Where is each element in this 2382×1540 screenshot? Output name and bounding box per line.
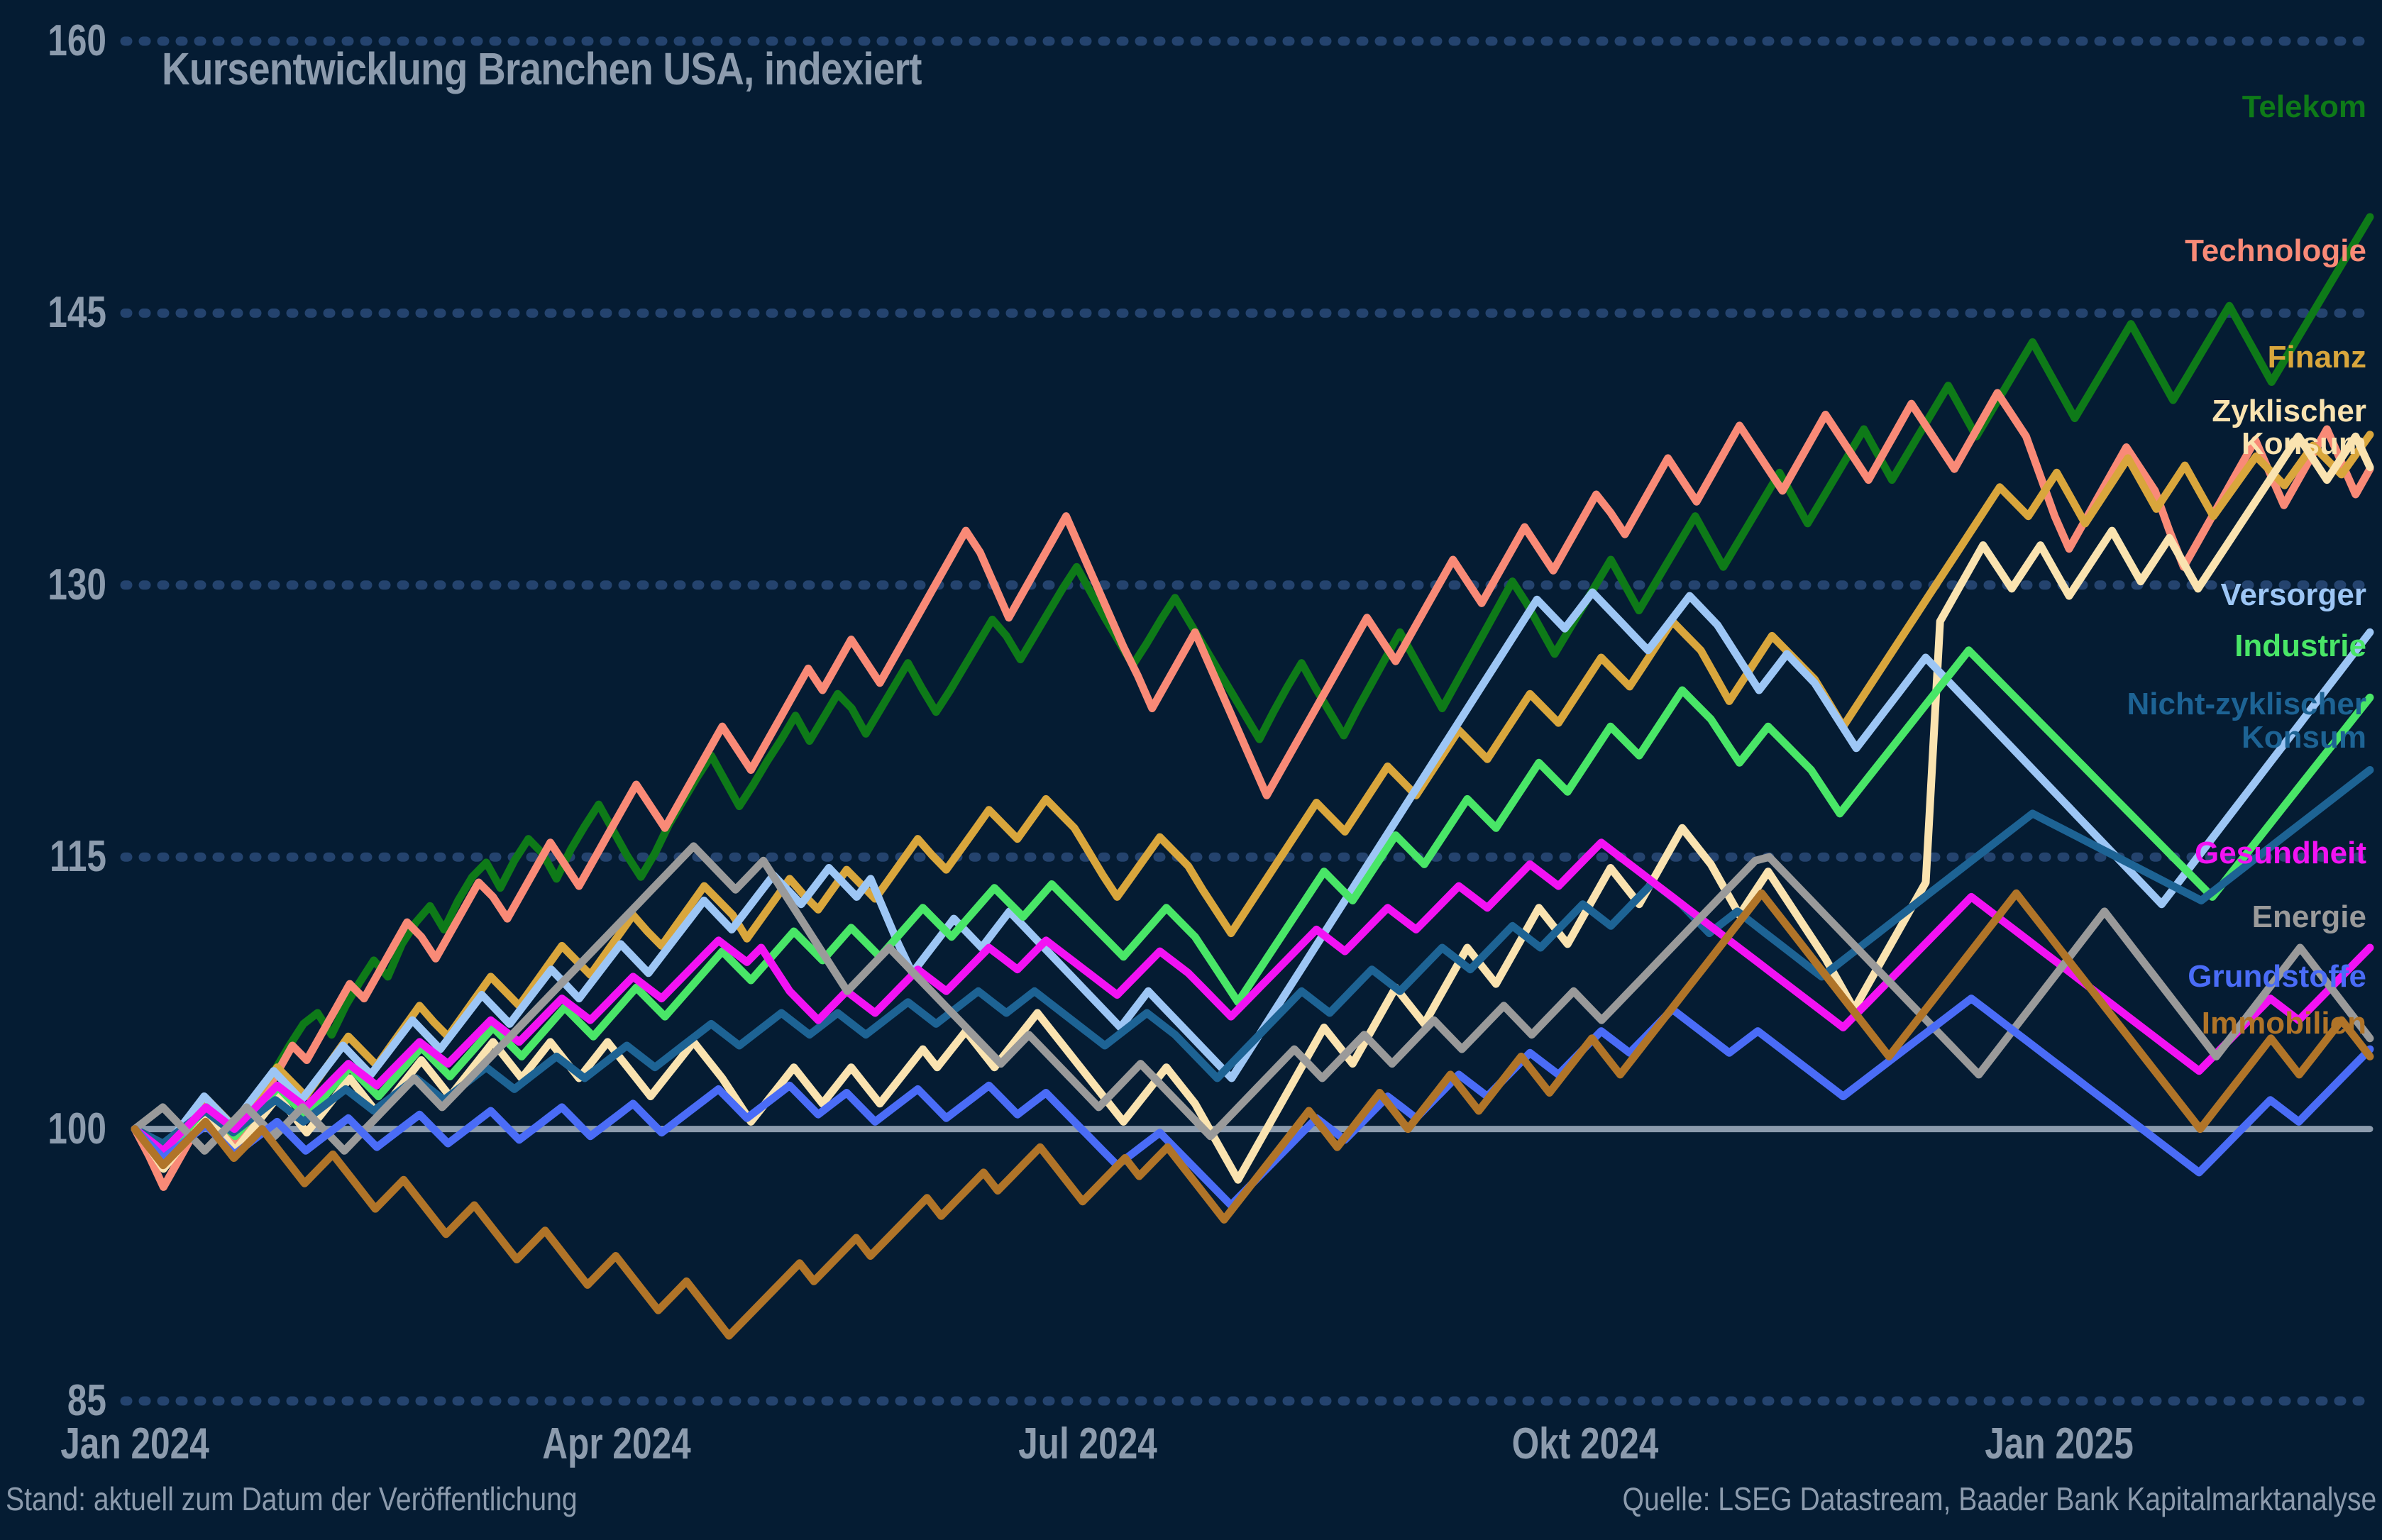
- footer-note-right: Quelle: LSEG Datastream, Baader Bank Kap…: [1622, 1480, 2376, 1517]
- x-axis-tick-label: Okt 2024: [1511, 1419, 1659, 1468]
- y-axis-tick-label: 100: [48, 1104, 106, 1153]
- series-line-nicht-zyklischer-konsum: [131, 766, 2374, 1148]
- y-axis-tick-label: 160: [48, 16, 106, 65]
- legend-item-finanz[interactable]: Finanz: [2267, 339, 2366, 375]
- series-line-grundstoffe: [131, 995, 2374, 1209]
- series-line-technologie: [131, 389, 2374, 1191]
- y-axis-tick-label: 145: [48, 288, 106, 338]
- legend-item-immobilien[interactable]: Immobilien: [2201, 1006, 2366, 1041]
- series-line-zyklischer-konsum: [131, 432, 2374, 1184]
- series-line-finanz: [131, 431, 2374, 1162]
- x-axis-tick-label: Apr 2024: [542, 1419, 691, 1468]
- legend-item-industrie[interactable]: Industrie: [2234, 628, 2366, 663]
- footer-note-left: Stand: aktuell zum Datum der Veröffentli…: [6, 1480, 578, 1517]
- y-axis-tick-label: 130: [48, 560, 106, 609]
- legend-item-energie[interactable]: Energie: [2251, 899, 2366, 935]
- legend-item-nicht-zyklischer-konsum[interactable]: Nicht-zyklischer Konsum: [2127, 687, 2366, 755]
- series-line-energie: [131, 842, 2374, 1155]
- legend-item-telekom[interactable]: Telekom: [2242, 89, 2366, 124]
- legend-item-grundstoffe[interactable]: Grundstoffe: [2188, 958, 2366, 994]
- legend-item-gesundheit[interactable]: Gesundheit: [2194, 835, 2366, 870]
- x-axis-tick-label: Jul 2024: [1018, 1419, 1158, 1468]
- series-line-immobilien: [131, 889, 2374, 1340]
- y-axis-tick-label: 115: [49, 832, 106, 882]
- x-axis-tick-label: Jan 2024: [60, 1419, 209, 1468]
- legend-item-technologie[interactable]: Technologie: [2185, 233, 2366, 269]
- page-title: Kursentwicklung Branchen USA, indexiert: [162, 43, 922, 94]
- legend-item-versorger[interactable]: Versorger: [2220, 577, 2366, 613]
- y-axis-tick-label: 85: [67, 1376, 106, 1425]
- gridlines: [120, 36, 2375, 1406]
- series-lines: [131, 213, 2374, 1340]
- legend-item-zyklischer-konsum[interactable]: Zyklischer Konsum: [2212, 394, 2366, 462]
- series-line-telekom: [131, 213, 2374, 1164]
- x-axis-tick-label: Jan 2025: [1985, 1419, 2134, 1468]
